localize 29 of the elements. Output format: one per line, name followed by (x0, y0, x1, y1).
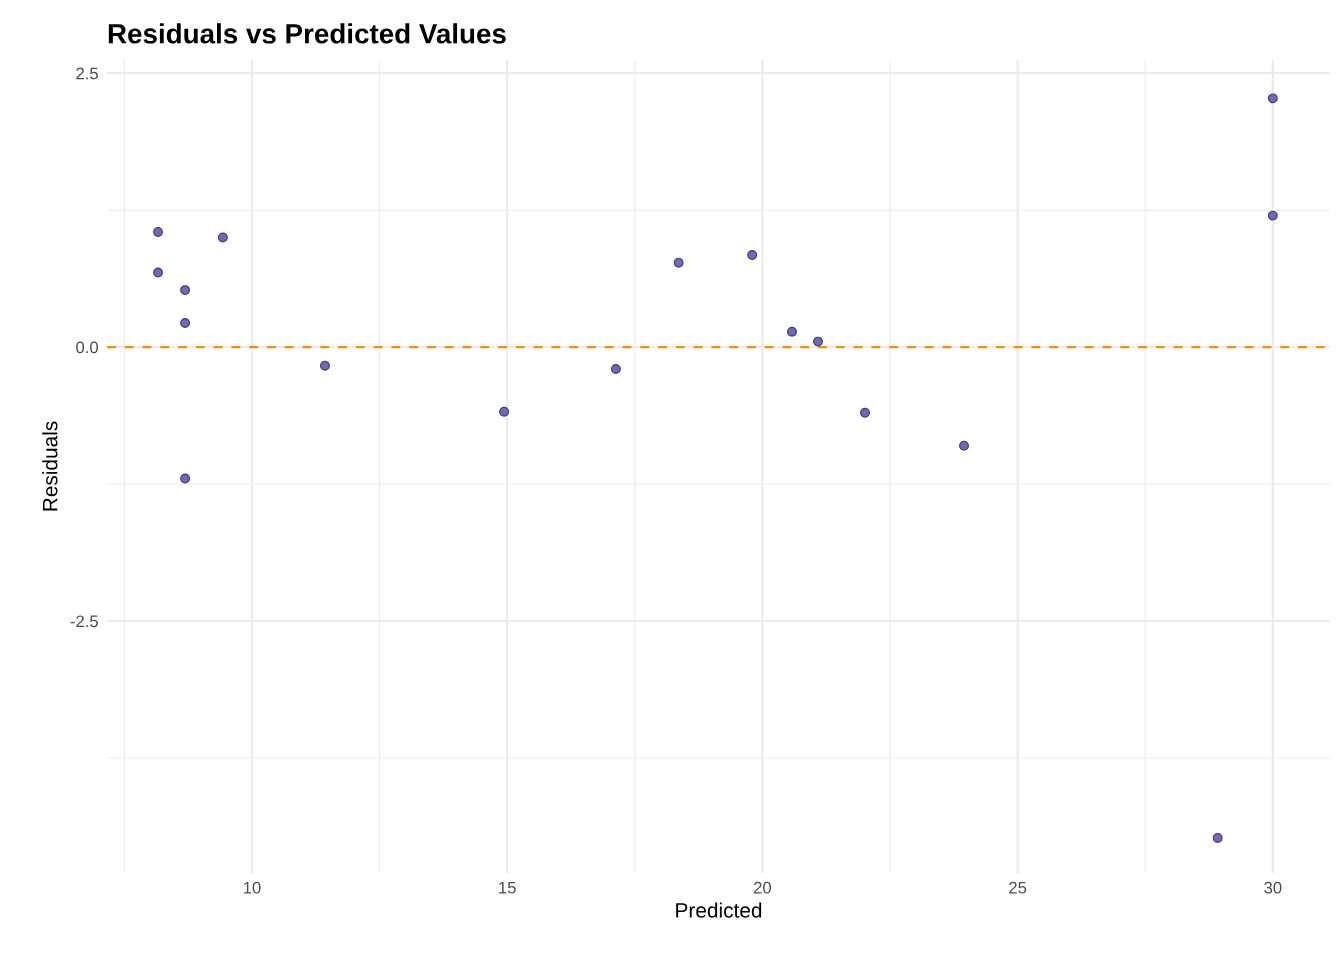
point (180, 318, 191, 328)
x-tick-label: 30 (1264, 881, 1282, 894)
point (813, 336, 823, 347)
y-tick-label: 0.0 (76, 341, 99, 354)
y-tick-label: 2.5 (76, 67, 98, 80)
point (747, 250, 758, 260)
point (860, 407, 870, 418)
point (153, 227, 163, 237)
point (1212, 832, 1223, 843)
point (499, 406, 510, 417)
point (217, 232, 228, 243)
chart-title: Residuals vs Predicted Values (108, 23, 506, 44)
x-tick-label: 10 (243, 881, 261, 894)
point (1267, 93, 1278, 104)
point (180, 473, 191, 484)
point (787, 326, 797, 337)
point (1267, 210, 1278, 221)
y-tick-label: -2.5 (70, 615, 98, 628)
point (153, 267, 163, 278)
point (180, 285, 191, 296)
x-tick-label: 25 (1009, 881, 1027, 894)
point (610, 364, 621, 374)
point (673, 257, 684, 268)
x-tick-label: 20 (753, 881, 772, 894)
point (320, 360, 330, 371)
x-axis-title: Predicted (676, 902, 762, 918)
point (959, 440, 969, 451)
y-axis-title: Residuals (42, 421, 58, 511)
x-tick-label: 15 (499, 881, 516, 894)
